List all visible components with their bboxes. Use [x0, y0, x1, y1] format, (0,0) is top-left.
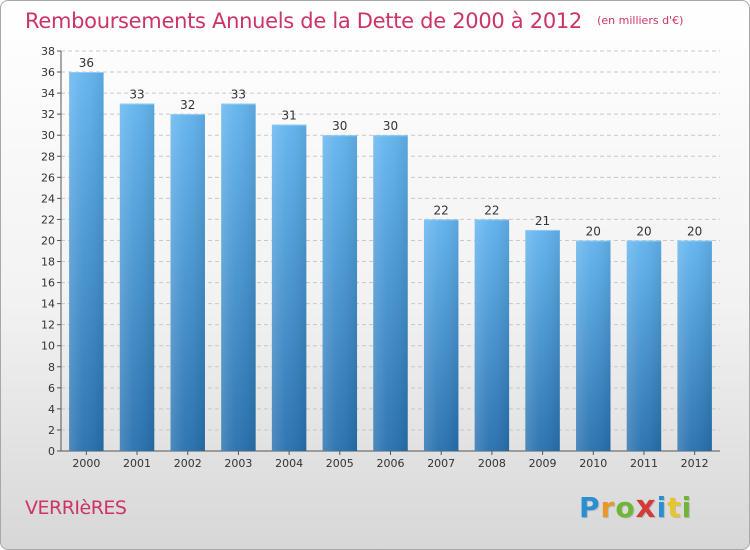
chart-title: Remboursements Annuels de la Dette de 20… [25, 9, 683, 33]
logo-letter: t [667, 491, 682, 524]
y-tick-label: 22 [41, 213, 55, 226]
x-tick-label: 2007 [427, 457, 455, 470]
x-tick-label: 2001 [123, 457, 151, 470]
y-tick-label: 2 [48, 424, 55, 437]
y-tick-label: 16 [41, 277, 55, 290]
logo-letter: P [579, 491, 601, 524]
data-label: 30 [332, 119, 347, 133]
logo-letter: o [615, 491, 636, 524]
bar-shine [322, 135, 358, 452]
x-tick-label: 2010 [579, 457, 607, 470]
unit-note: (en milliers d'€) [597, 14, 684, 27]
y-tick-label: 6 [48, 382, 55, 395]
y-tick-label: 34 [41, 87, 55, 100]
y-tick-label: 30 [41, 129, 55, 142]
bars [69, 72, 712, 452]
data-label: 22 [434, 203, 449, 217]
x-tick-label: 2006 [377, 457, 405, 470]
x-tick-label: 2000 [72, 457, 100, 470]
chart-title-text: Remboursements Annuels de la Dette de 20… [25, 9, 582, 33]
labels: 0246810121416182022242628303234363836200… [41, 45, 709, 470]
data-label: 21 [535, 214, 550, 228]
x-tick-label: 2003 [224, 457, 252, 470]
x-tick-label: 2009 [529, 457, 557, 470]
data-label: 36 [79, 56, 94, 70]
x-tick-label: 2008 [478, 457, 506, 470]
y-tick-label: 36 [41, 66, 55, 79]
x-tick-label: 2002 [174, 457, 202, 470]
data-label: 32 [180, 98, 195, 112]
bar-shine [373, 135, 408, 452]
data-label: 22 [484, 203, 499, 217]
bar-shine [423, 219, 459, 451]
data-label: 33 [231, 88, 246, 102]
logo-letter: i [656, 491, 668, 524]
y-tick-label: 14 [41, 298, 55, 311]
x-tick-label: 2005 [326, 457, 354, 470]
data-label: 20 [586, 224, 601, 238]
data-label: 20 [687, 224, 702, 238]
y-tick-label: 38 [41, 45, 55, 58]
data-label: 20 [636, 224, 651, 238]
bar-shine [69, 72, 104, 451]
logo-letter: x [635, 489, 657, 525]
bar-shine [525, 229, 560, 451]
y-tick-label: 8 [48, 361, 55, 374]
bar-shine [170, 114, 205, 451]
proxiti-logo[interactable]: Proxiti [579, 489, 692, 525]
y-tick-label: 28 [41, 150, 55, 163]
y-tick-label: 24 [41, 192, 55, 205]
x-tick-label: 2012 [681, 457, 709, 470]
bar-shine [576, 240, 611, 451]
y-tick-label: 26 [41, 171, 55, 184]
logo-letter: i [681, 491, 693, 524]
bar-shine [119, 103, 155, 451]
x-tick-label: 2011 [630, 457, 658, 470]
y-tick-label: 0 [48, 445, 55, 458]
bar-shine [221, 103, 256, 451]
bar-shine [474, 219, 510, 451]
data-label: 31 [281, 109, 296, 123]
data-label: 33 [129, 88, 144, 102]
data-label: 30 [383, 119, 398, 133]
y-tick-label: 32 [41, 108, 55, 121]
y-tick-label: 12 [41, 319, 55, 332]
y-tick-label: 10 [41, 340, 55, 353]
bar-shine [271, 124, 307, 452]
y-tick-label: 20 [41, 234, 55, 247]
y-tick-label: 18 [41, 256, 55, 269]
y-tick-label: 4 [48, 403, 55, 416]
commune-name: VERRIèRES [25, 497, 127, 519]
bar-shine [677, 240, 712, 451]
bar-shine [626, 240, 662, 451]
logo-letter: r [600, 491, 616, 524]
x-tick-label: 2004 [275, 457, 303, 470]
